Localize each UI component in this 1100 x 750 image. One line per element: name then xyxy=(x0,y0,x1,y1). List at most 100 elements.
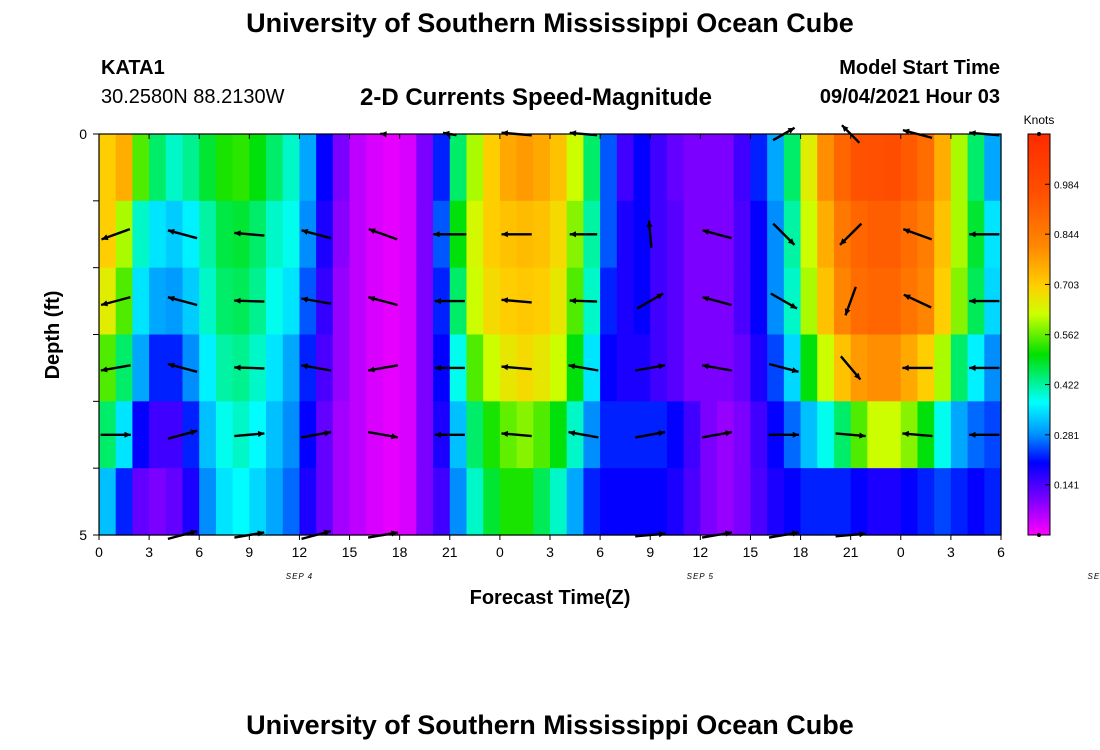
heatmap-cell xyxy=(215,401,234,469)
heatmap-cell xyxy=(349,401,367,469)
heatmap-cell xyxy=(850,468,868,536)
heatmap-cell xyxy=(833,334,852,402)
current-vector xyxy=(646,220,653,249)
colorbar-end-dot xyxy=(1037,132,1041,136)
heatmap-cell xyxy=(733,267,752,336)
colorbar-tick-label: 0.281 xyxy=(1054,431,1079,442)
heatmap-cell xyxy=(616,267,635,336)
heatmap-cell xyxy=(900,468,919,536)
x-axis-label: Forecast Time(Z) xyxy=(470,587,631,609)
heatmap-cell xyxy=(900,267,919,336)
current-vector xyxy=(434,431,465,438)
heatmap-cell xyxy=(633,134,651,202)
current-vector xyxy=(234,230,265,237)
heatmap-cell xyxy=(332,334,351,402)
heatmap-cell xyxy=(433,134,451,202)
vector-head xyxy=(568,363,576,370)
current-vector xyxy=(902,364,933,371)
current-vector xyxy=(568,363,599,372)
heatmap-cell xyxy=(466,267,484,336)
heatmap-cell xyxy=(884,200,902,269)
heatmap-cell xyxy=(199,468,217,536)
heatmap-cell xyxy=(533,267,551,336)
heatmap-cell xyxy=(733,200,752,269)
heatmap-cell xyxy=(783,267,802,336)
heatmap-cell xyxy=(884,334,902,402)
heatmap-cell xyxy=(566,334,584,402)
heatmap-cell xyxy=(950,267,969,336)
x-tick-label: 0 xyxy=(95,544,103,560)
current-vector xyxy=(768,431,799,438)
heatmap-cell xyxy=(817,401,835,469)
current-vector xyxy=(839,355,862,381)
vector-head xyxy=(902,364,909,371)
heatmap-cell xyxy=(900,134,919,202)
heatmap-cell xyxy=(550,200,568,269)
heatmap-cell xyxy=(466,401,484,469)
heatmap-cell xyxy=(833,200,852,269)
heatmap-cell xyxy=(249,468,267,536)
heatmap-cell xyxy=(533,334,551,402)
y-axis-label: Depth (ft) xyxy=(42,291,64,380)
heatmap-cell xyxy=(917,134,935,202)
vector-head xyxy=(969,130,976,137)
vector-head xyxy=(902,430,909,437)
vector-head xyxy=(969,298,976,305)
vector-head xyxy=(902,128,910,135)
heatmap-cell xyxy=(132,134,150,202)
heatmap-cell xyxy=(215,134,234,202)
heatmap-cell xyxy=(483,401,501,469)
heatmap-cell xyxy=(683,401,701,469)
vector-head xyxy=(167,229,175,235)
vector-head xyxy=(368,366,375,373)
heatmap-cell xyxy=(867,401,885,469)
heatmap-cell xyxy=(215,200,234,269)
current-vector xyxy=(969,431,1000,438)
heatmap-cell xyxy=(767,267,785,336)
current-vector xyxy=(835,432,866,439)
vector-head xyxy=(725,430,732,437)
heatmap-cell xyxy=(349,334,367,402)
heatmap-cell xyxy=(182,401,200,469)
current-vector xyxy=(167,429,198,440)
heatmap-cell xyxy=(299,267,317,336)
heatmap-cell xyxy=(817,334,835,402)
heatmap-cell xyxy=(399,200,417,269)
heatmap-cell xyxy=(483,334,501,402)
heatmap-cell xyxy=(416,267,434,336)
current-vector xyxy=(501,297,532,304)
x-tick-label: 15 xyxy=(743,544,759,560)
vector-head xyxy=(569,231,576,238)
vector-head xyxy=(501,430,509,437)
vector-head xyxy=(840,238,847,245)
heatmap-cell xyxy=(115,468,133,536)
vector-head xyxy=(969,231,976,238)
current-vector xyxy=(434,298,465,305)
heatmap-cell xyxy=(132,200,150,269)
vector-head xyxy=(124,431,131,438)
current-vector xyxy=(368,227,398,241)
heatmap-cell xyxy=(115,334,133,402)
vector-head xyxy=(100,366,108,373)
heatmap-cell xyxy=(550,334,568,402)
heatmap-cell xyxy=(650,267,668,336)
colorbar-tick-label: 0.984 xyxy=(1054,180,1079,191)
heatmap-cell xyxy=(516,468,534,536)
heatmap-cell xyxy=(533,134,551,202)
current-vector xyxy=(768,362,799,374)
heatmap-cell xyxy=(783,334,802,402)
heatmap-cell xyxy=(299,334,317,402)
current-vector xyxy=(969,298,1000,305)
colorbar-tick-label: 0.141 xyxy=(1054,481,1079,492)
current-vector xyxy=(636,292,664,310)
vector-head xyxy=(101,300,108,307)
heatmap-cell xyxy=(282,334,301,402)
heatmap-cell xyxy=(349,267,367,336)
heatmap-cell xyxy=(533,200,551,269)
vector-head xyxy=(501,364,509,371)
heatmap-cell xyxy=(99,468,117,536)
x-tick-label: 21 xyxy=(442,544,458,560)
heatmap-cell xyxy=(132,267,150,336)
heatmap-cell xyxy=(199,267,217,336)
heatmap-cell xyxy=(967,134,985,202)
